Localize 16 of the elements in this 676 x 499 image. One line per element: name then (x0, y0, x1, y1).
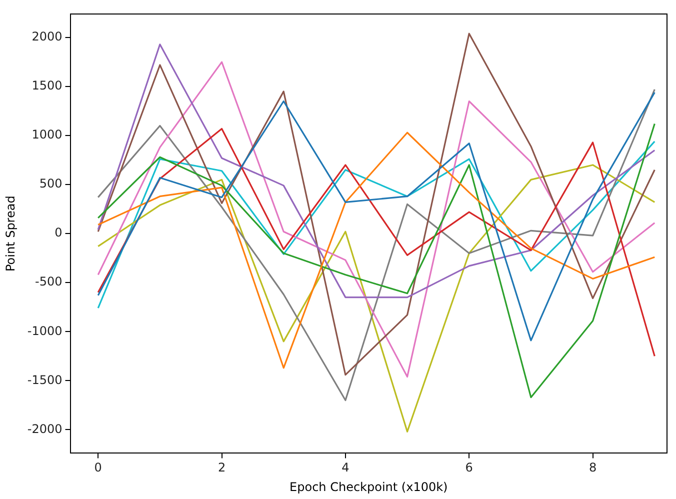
x-tick-label: 0 (94, 460, 102, 475)
x-tick-label: 2 (218, 460, 226, 475)
x-tick-label: 8 (588, 460, 597, 475)
y-tick-label: 1000 (32, 128, 62, 142)
y-tick-label: 1500 (32, 78, 62, 93)
y-tick-label: -1500 (27, 372, 62, 387)
y-tick-label: -500 (35, 274, 62, 289)
y-axis-title: Point Spread (3, 196, 18, 272)
y-tick-label: -1000 (27, 324, 62, 338)
y-tick-label: -2000 (27, 422, 62, 436)
x-axis-title: Epoch Checkpoint (x100k) (290, 480, 448, 494)
x-tick-label: 6 (465, 460, 473, 475)
y-tick-label: 500 (39, 176, 62, 191)
y-tick-label: 2000 (32, 30, 62, 44)
y-tick-label: 0 (54, 226, 62, 240)
x-tick-label: 4 (342, 460, 350, 475)
